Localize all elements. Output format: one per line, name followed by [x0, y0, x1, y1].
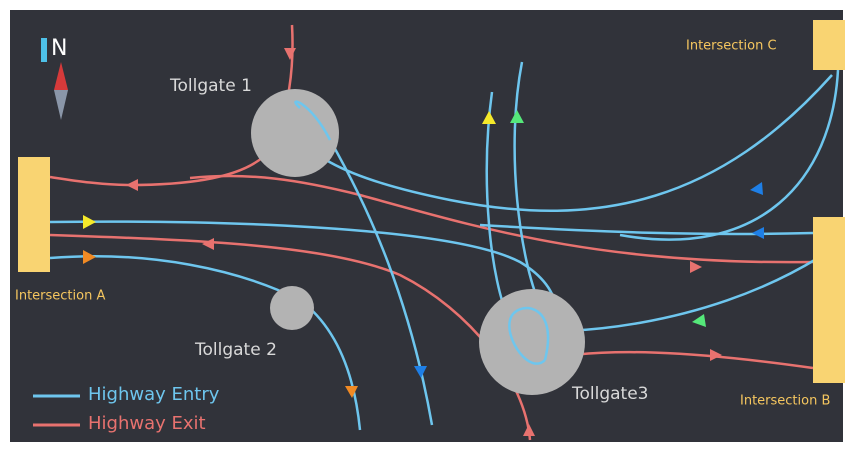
route	[513, 61, 542, 306]
arrow	[126, 179, 138, 191]
arrow	[750, 182, 763, 195]
intersection-label: Intersection A	[15, 289, 105, 304]
tollgate	[479, 289, 585, 395]
legend-label: Highway Entry	[88, 384, 220, 405]
arrow	[692, 314, 706, 327]
arrow	[752, 227, 764, 239]
tollgate-label: Tollgate 2	[194, 340, 277, 360]
route	[294, 100, 332, 141]
arrow	[202, 238, 214, 250]
tollgate	[251, 89, 339, 177]
intersection	[813, 20, 845, 70]
route	[508, 306, 550, 365]
arrow	[83, 215, 96, 229]
arrow	[83, 250, 96, 264]
intersection-label: Intersection B	[740, 394, 830, 409]
arrow	[345, 386, 358, 398]
arrow	[690, 261, 702, 273]
arrow	[523, 424, 535, 436]
compass-north	[54, 62, 68, 90]
compass-label: N	[51, 36, 67, 61]
tollgate	[270, 286, 314, 330]
tollgate-label: Tollgate 1	[169, 76, 252, 96]
background	[10, 10, 843, 442]
route	[189, 174, 814, 264]
route	[479, 223, 814, 236]
compass-south	[54, 90, 68, 120]
route	[619, 69, 840, 241]
intersection-label: Intersection C	[686, 39, 777, 54]
arrow	[510, 110, 524, 123]
tollgate-label: Tollgate3	[571, 384, 649, 404]
intersection	[18, 157, 50, 272]
compass-bar	[41, 38, 47, 62]
arrow	[284, 48, 296, 60]
intersection	[813, 217, 845, 383]
arrow	[414, 366, 427, 378]
arrows	[83, 48, 764, 436]
arrow	[482, 111, 496, 124]
legend-label: Highway Exit	[88, 413, 206, 434]
arrow	[710, 349, 722, 361]
